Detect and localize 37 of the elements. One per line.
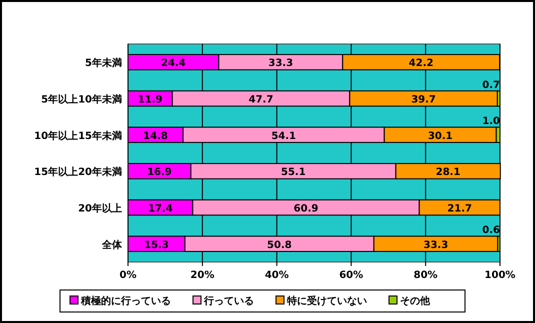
data-label: 39.7 <box>411 94 436 106</box>
data-label: 30.1 <box>428 130 453 142</box>
y-tick-label: 20年以上 <box>78 202 122 214</box>
y-tick-label: 10年以上15年未満 <box>34 130 122 142</box>
x-tick-label: 20% <box>190 270 214 281</box>
y-tick-label: 15年以上20年未満 <box>34 166 122 178</box>
data-label: 16.9 <box>147 167 172 178</box>
y-tick-label: 全体 <box>101 238 123 251</box>
x-tick-label: 0% <box>120 270 136 281</box>
data-label: 14.8 <box>143 130 168 142</box>
data-label: 47.7 <box>248 94 274 106</box>
data-label: 17.4 <box>148 204 173 214</box>
data-label: 33.3 <box>268 58 294 70</box>
data-label: 33.3 <box>423 240 448 251</box>
data-label: 54.1 <box>271 130 296 142</box>
data-label: 11.9 <box>138 94 163 106</box>
x-tick-label: 40% <box>264 270 289 281</box>
data-label: 60.9 <box>294 204 318 214</box>
data-label: 21.7 <box>447 204 472 214</box>
data-label: 1.0 <box>482 116 500 128</box>
data-label: 55.1 <box>281 167 306 178</box>
x-tick-label: 60% <box>339 270 364 281</box>
legend-label: その他 <box>400 295 431 307</box>
x-tick-label: 100% <box>484 270 516 281</box>
data-label: 0.6 <box>482 225 500 236</box>
data-label: 28.1 <box>436 167 460 178</box>
data-label: 15.3 <box>144 240 169 251</box>
data-label: 24.4 <box>161 58 186 70</box>
y-tick-label: 5年未満 <box>85 57 122 70</box>
x-tick-label: 80% <box>414 270 438 281</box>
data-label: 42.2 <box>408 58 434 70</box>
y-tick-label: 5年以上10年未満 <box>41 94 122 106</box>
legend-label: 行っている <box>203 295 254 307</box>
data-label: 0.7 <box>482 80 500 91</box>
legend-label: 積極的に行っている <box>80 295 171 307</box>
data-label: 50.8 <box>267 240 292 251</box>
legend-label: 特に受けていない <box>286 295 367 307</box>
